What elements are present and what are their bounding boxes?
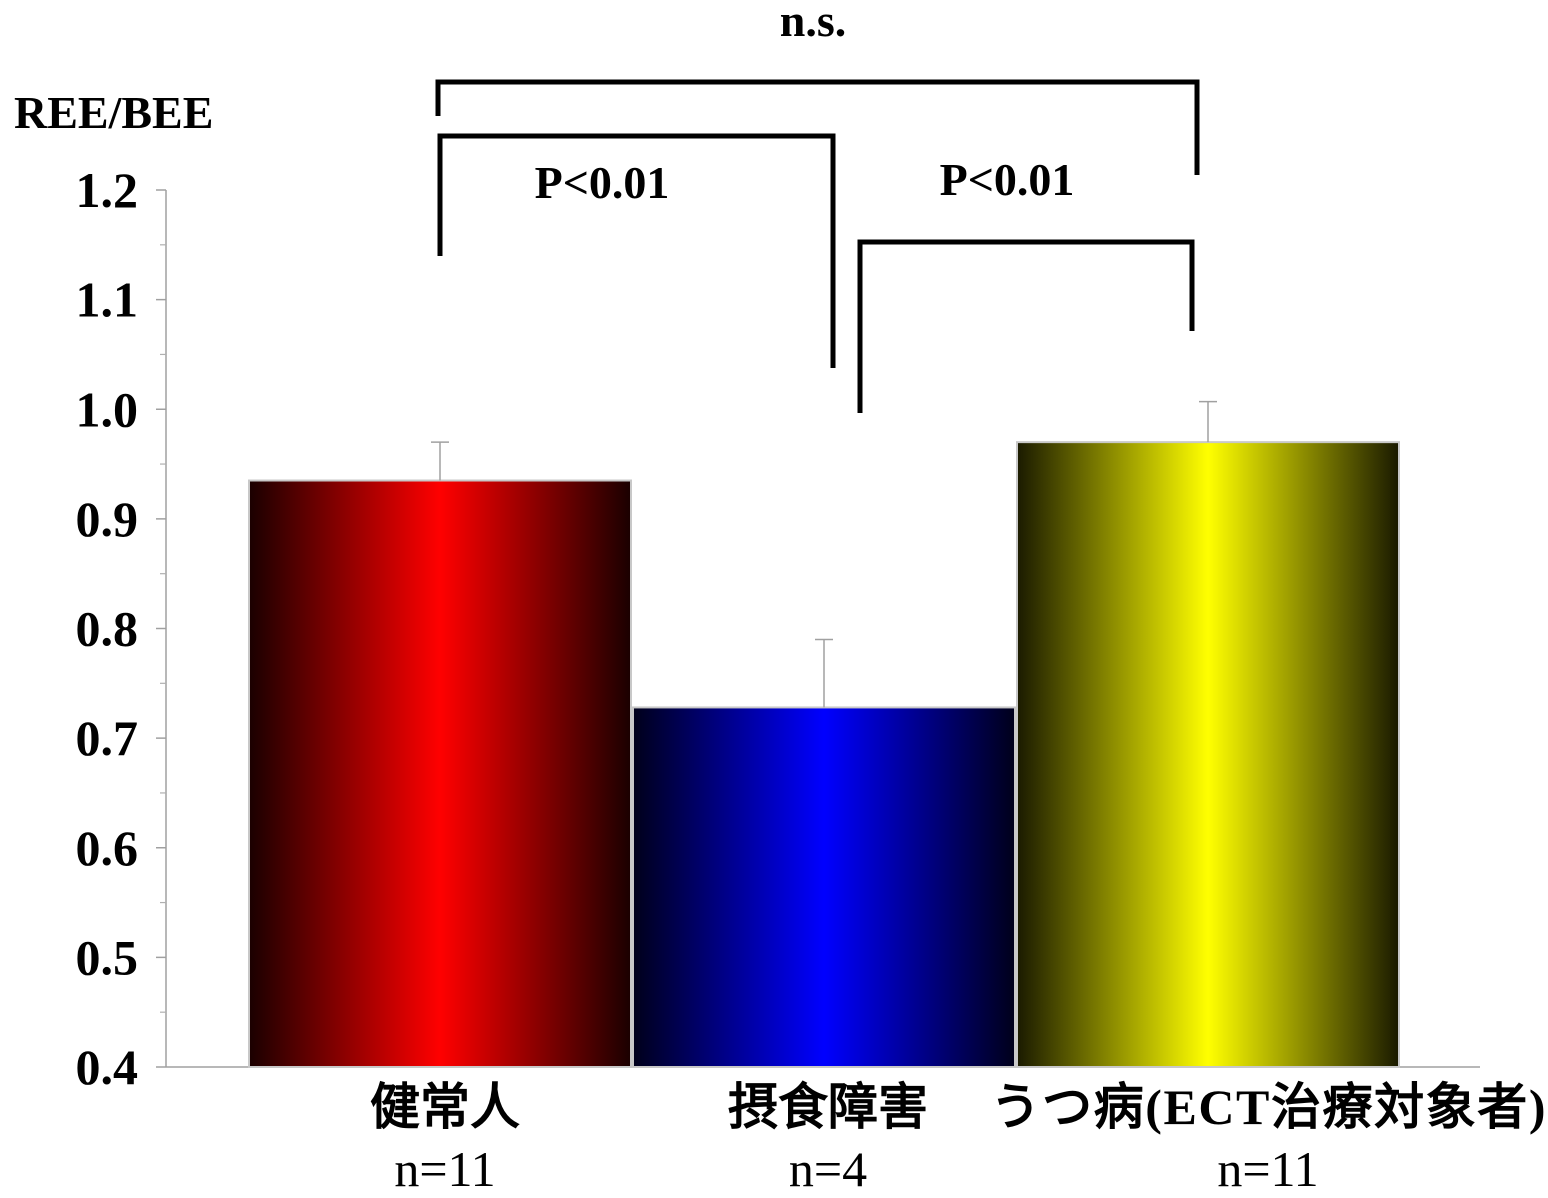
y-tick-label: 0.7 (76, 710, 139, 766)
bar-1 (632, 706, 1016, 1068)
significance-label-1: P<0.01 (940, 154, 1075, 205)
y-tick-label: 0.6 (76, 820, 139, 876)
n-label-2: n=11 (1217, 1141, 1318, 1193)
y-tick-label: 1.0 (76, 381, 139, 437)
category-labels: 健常人 n=11 摂食障害 n=4 うつ病(ECT治療対象者) n=11 (370, 1079, 1546, 1197)
y-tick-label: 1.1 (76, 272, 139, 328)
significance-label-0: P<0.01 (535, 157, 670, 208)
bar-2 (1016, 441, 1400, 1068)
y-tick-label: 0.4 (76, 1039, 139, 1095)
significance-label-2: n.s. (780, 0, 846, 46)
error-bars (431, 400, 1217, 708)
significance-bracket-2 (435, 79, 1200, 175)
significance-brackets: P<0.01 P<0.01 n.s. (435, 0, 1200, 413)
bar-0 (248, 479, 632, 1069)
bars (248, 441, 1400, 1069)
significance-bracket-1 (857, 239, 1195, 413)
y-axis-label: REE/BEE (14, 87, 213, 138)
y-tick-label: 0.9 (76, 491, 139, 547)
n-label-0: n=11 (394, 1141, 495, 1193)
y-tick-label: 1.2 (76, 162, 139, 218)
significance-bracket-0 (437, 133, 836, 368)
y-axis: 1.2 1.1 1.0 0.9 0.8 0.7 0.6 0.5 0.4 (76, 162, 167, 1095)
category-label-2: うつ病(ECT治療対象者) (991, 1079, 1546, 1135)
category-label-1: 摂食障害 (728, 1079, 928, 1135)
y-tick-label: 0.5 (76, 929, 139, 985)
category-label-0: 健常人 (370, 1079, 520, 1135)
n-label-1: n=4 (789, 1141, 867, 1193)
y-tick-label: 0.8 (76, 601, 139, 657)
